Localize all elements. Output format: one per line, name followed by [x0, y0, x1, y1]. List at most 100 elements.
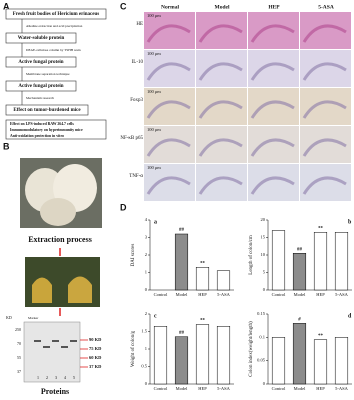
column-header: 5-ASA	[318, 4, 334, 10]
x-tick-label: Control	[272, 386, 287, 391]
bar	[153, 326, 168, 385]
flask	[32, 277, 52, 303]
x-tick-label: Control	[272, 292, 287, 297]
gel-unit: KD	[6, 315, 12, 320]
flow-bullet: Effect on LPS-induced RAW 264.7 cells	[10, 122, 74, 126]
x-tick-label: HEP	[198, 292, 207, 297]
scale-label: 100 μm	[147, 127, 161, 132]
chart-letter: a	[154, 219, 157, 225]
y-tick-label: 10	[261, 252, 266, 257]
gel-lane: 2	[46, 375, 48, 380]
gel-ladder: 37	[17, 369, 21, 374]
tissue	[198, 24, 243, 43]
y-tick-label: 0	[263, 287, 266, 292]
bar	[313, 232, 328, 291]
flow-note: Alkaline extraction and acid precipitati…	[26, 24, 83, 28]
y-axis-label: DAI scores	[131, 244, 136, 267]
y-tick-label: 0.1	[259, 334, 265, 339]
gel-lane: 5	[73, 375, 75, 380]
y-tick-label: 0	[263, 381, 266, 386]
bar	[174, 233, 189, 291]
bar	[216, 270, 231, 291]
y-tick-label: 0.05	[257, 358, 266, 363]
flow-note: Mechanism research	[26, 96, 54, 100]
tissue	[302, 138, 347, 157]
flow-box	[5, 104, 89, 116]
band-label: 37 KD	[89, 364, 102, 369]
gel-band	[52, 340, 59, 342]
tissue	[250, 138, 295, 157]
tissue	[250, 24, 295, 43]
scale-label: 100 μm	[147, 13, 161, 18]
gel-ladder: 250	[15, 327, 21, 332]
tissue	[250, 62, 295, 81]
y-tick-label: 0.5	[141, 364, 147, 369]
y-tick-label: 3	[145, 235, 148, 240]
chart-letter: b	[348, 219, 352, 225]
significance: **	[200, 261, 206, 266]
y-tick-label: 15	[261, 235, 266, 240]
row-label: IL-10	[132, 60, 144, 65]
y-tick-label: 5	[263, 270, 266, 275]
bar	[195, 267, 210, 291]
x-tick-label: Model	[294, 292, 306, 297]
flow-box	[5, 32, 77, 44]
tissue	[146, 176, 191, 195]
y-tick-label: 1	[145, 346, 147, 351]
gel-lane: 4	[64, 375, 66, 380]
gel-lane: 3	[55, 375, 57, 380]
y-tick-label: 0	[145, 287, 148, 292]
step-label: Proteins	[41, 387, 69, 396]
panel-label: A	[3, 1, 10, 11]
y-tick-label: 4	[145, 217, 148, 222]
tissue	[198, 100, 243, 119]
flow-box	[5, 80, 77, 92]
tissue	[302, 24, 347, 43]
y-tick-label: 1	[145, 270, 147, 275]
x-tick-label: 5-ASA	[217, 386, 231, 391]
tissue	[146, 24, 191, 43]
bar	[216, 326, 231, 385]
tissue	[198, 62, 243, 81]
x-tick-label: Model	[176, 292, 188, 297]
y-tick-label: 0.15	[257, 311, 266, 316]
row-label: HE	[136, 22, 143, 27]
gel-band	[61, 346, 68, 348]
band-label: 60 KD	[89, 355, 102, 360]
panel-label: D	[120, 202, 127, 212]
flow-box	[5, 8, 107, 20]
flow-note: DEAE-cellulose column by TSHH resin	[26, 48, 81, 52]
tissue	[198, 138, 243, 157]
tissue	[146, 62, 191, 81]
chart-letter: d	[348, 313, 352, 319]
column-header: Normal	[161, 4, 179, 10]
tissue	[302, 100, 347, 119]
tissue	[146, 100, 191, 119]
tissue	[302, 62, 347, 81]
y-axis-label: Weight of colon/g	[131, 331, 136, 367]
panel-label: C	[120, 1, 127, 11]
panel-label: B	[3, 141, 10, 151]
x-tick-label: HEP	[316, 386, 325, 391]
x-tick-label: Control	[154, 292, 169, 297]
y-tick-label: 2	[145, 252, 147, 257]
y-tick-label: 20	[261, 217, 266, 222]
flow-box	[5, 56, 77, 68]
bar	[271, 337, 286, 385]
step-label: Extraction process	[28, 235, 92, 244]
y-axis-label: Length of colon/cm	[249, 235, 254, 275]
significance: **	[318, 334, 324, 339]
gel	[23, 321, 81, 383]
y-tick-label: 1.5	[141, 329, 147, 334]
gel-band	[43, 346, 50, 348]
tissue	[146, 138, 191, 157]
gel-lane: 1	[37, 375, 39, 380]
bar	[174, 336, 189, 385]
x-tick-label: 5-ASA	[335, 292, 349, 297]
scale-label: 100 μm	[147, 165, 161, 170]
flow-box-text: Active fungal protein	[18, 60, 63, 65]
bar	[195, 324, 210, 385]
flow-box-text: Active fungal protein	[18, 84, 63, 89]
y-tick-label: 2	[145, 311, 147, 316]
